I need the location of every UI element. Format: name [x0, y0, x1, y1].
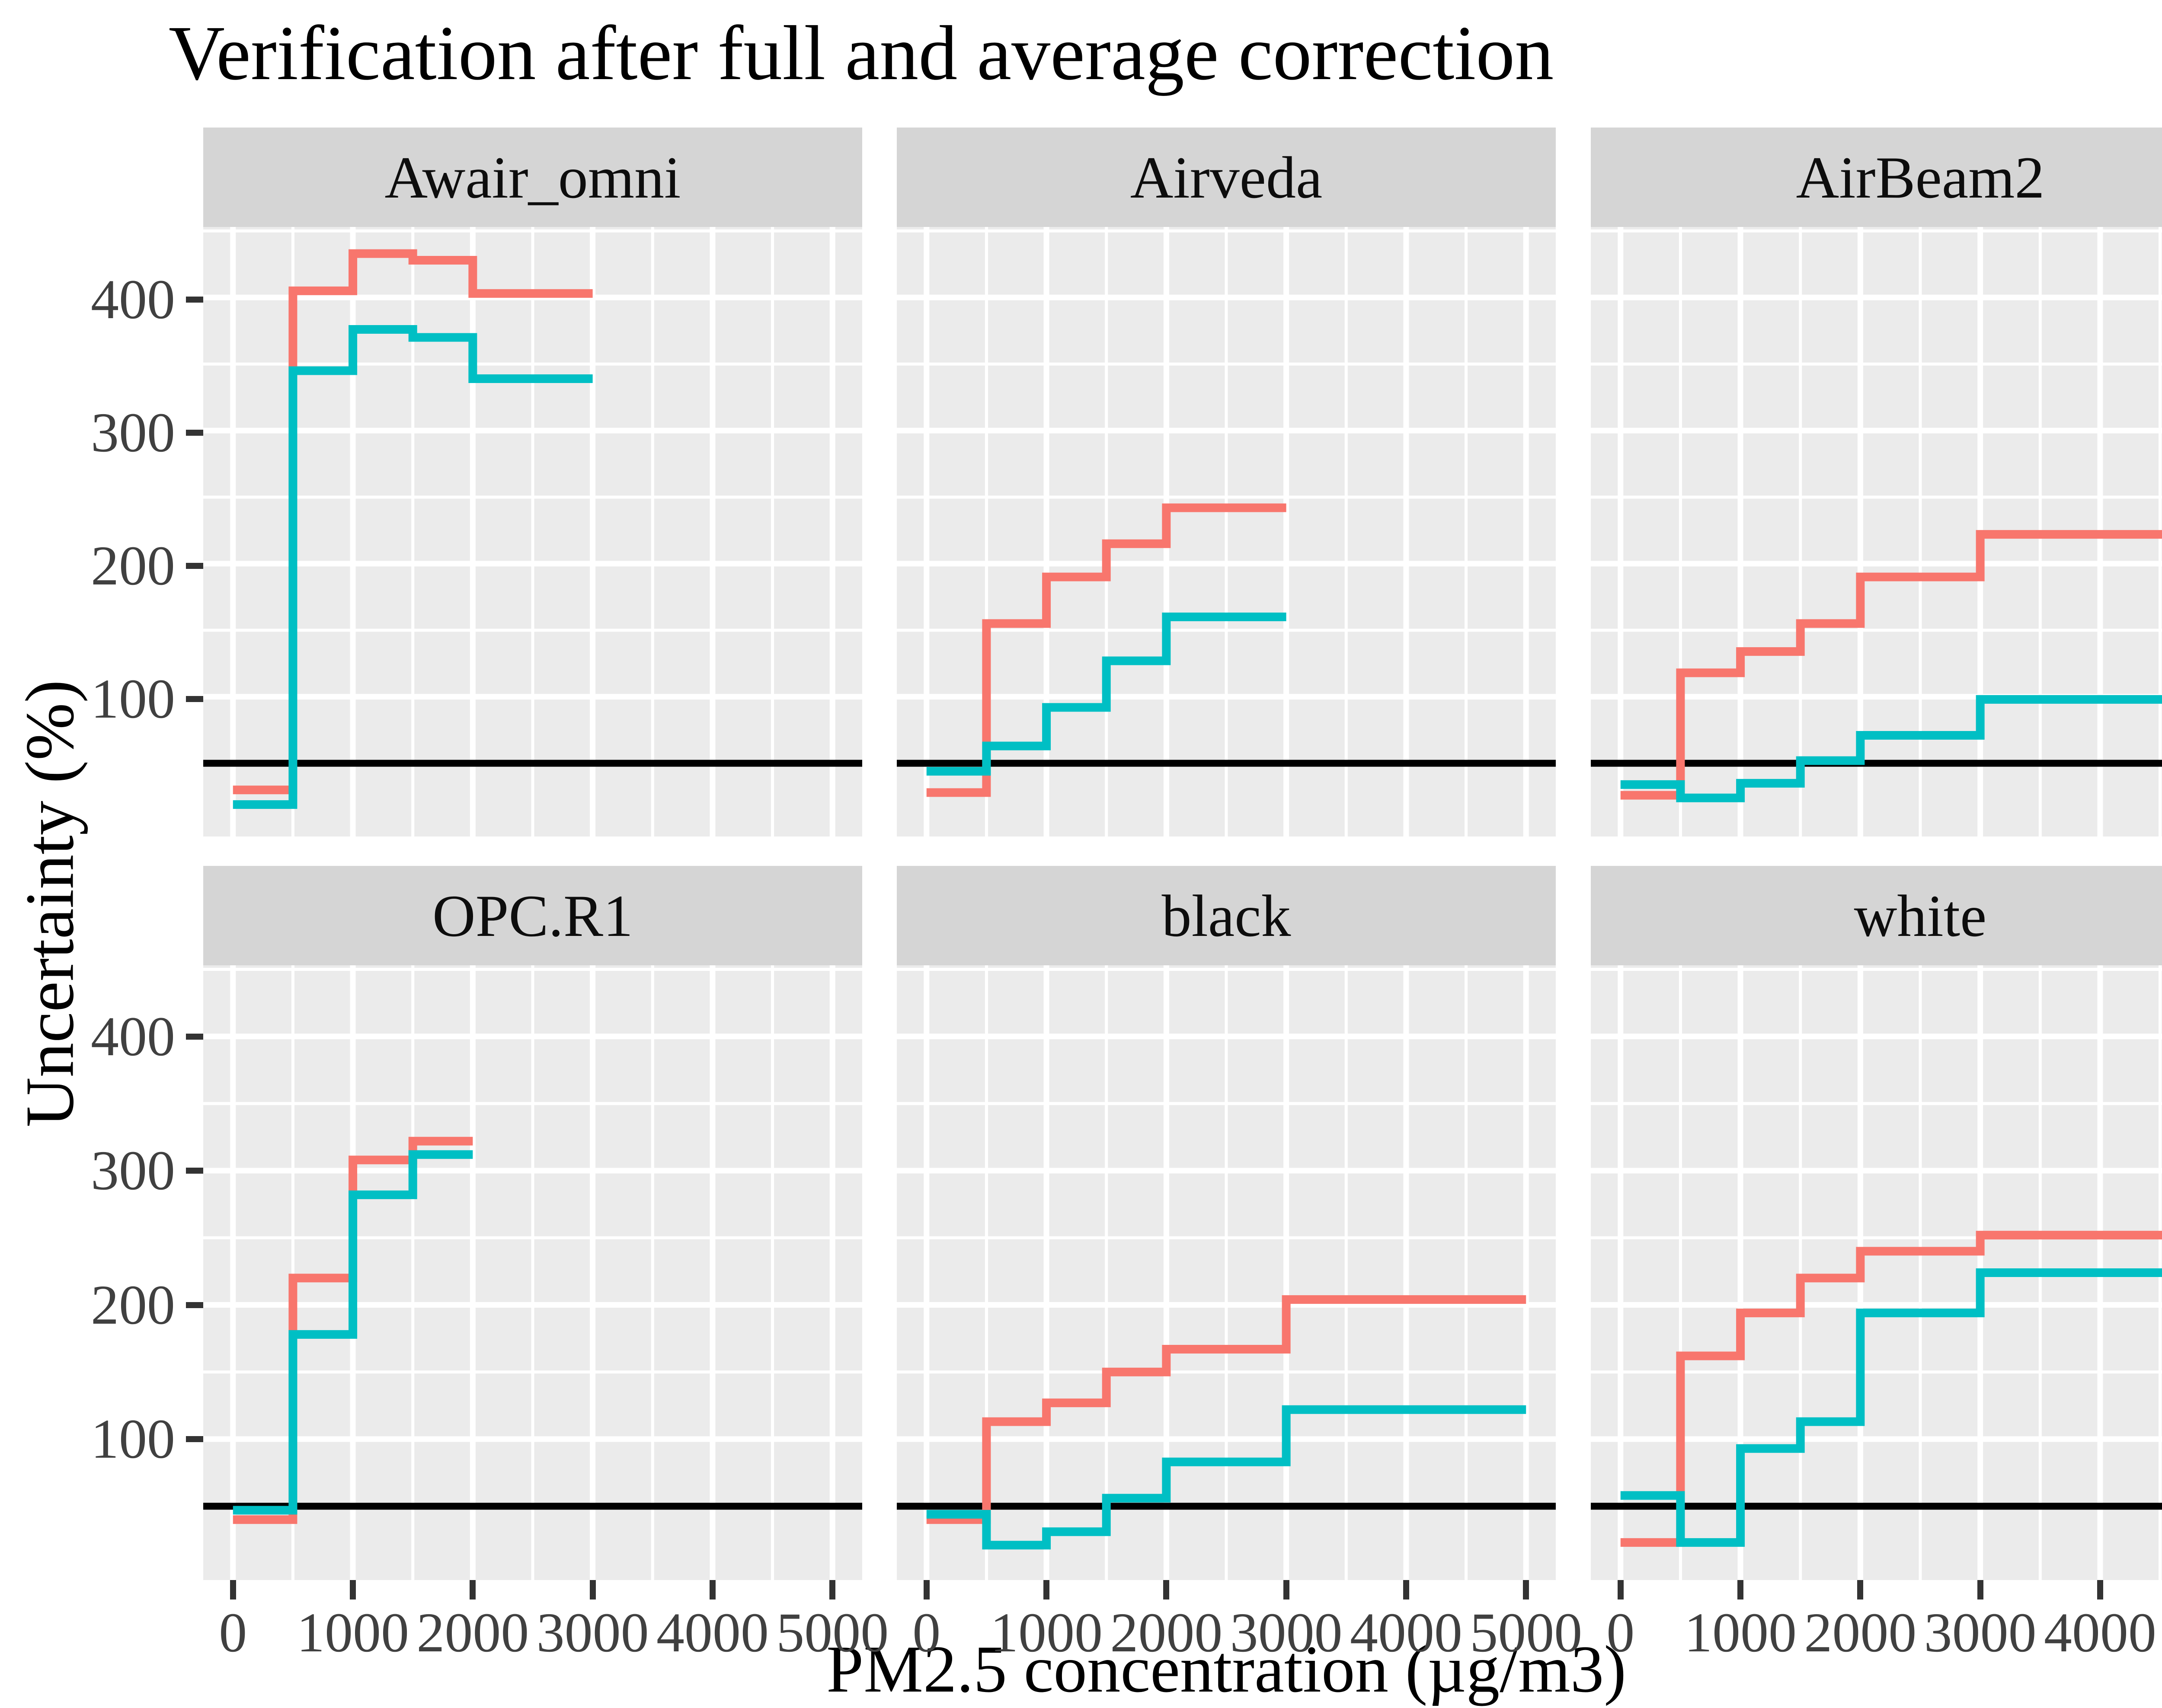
x-tick-label: 5000	[776, 1602, 889, 1664]
x-tick-mark	[1283, 1580, 1289, 1599]
panel-airveda: Airveda	[897, 128, 1556, 836]
x-tick-label: 5000	[2142, 1605, 2162, 1661]
x-tick-label: 0	[1606, 1602, 1635, 1664]
panel-black: black	[897, 866, 1556, 1580]
panel-strip-label: Awair_omni	[384, 144, 681, 211]
y-tick-label: 400	[91, 1005, 175, 1068]
x-tick-mark	[923, 1580, 930, 1599]
panel-strip-label: black	[1161, 882, 1291, 949]
x-tick-label: 2000	[1110, 1602, 1223, 1664]
x-tick-label: 3000	[536, 1602, 649, 1664]
x-tick-label: 3000	[1924, 1602, 2037, 1664]
average-step-line	[926, 503, 1286, 797]
x-tick-label: 0	[912, 1602, 941, 1664]
panel-strip: Airveda	[897, 128, 1556, 227]
x-tick-label: 4000	[1350, 1602, 1462, 1664]
x-axis-title: PM2.5 concentration (µg/m3)	[826, 1632, 1626, 1706]
y-tick-mark	[186, 1436, 203, 1442]
x-tick-mark	[1403, 1580, 1409, 1599]
chart-title: Verification after full and average corr…	[169, 10, 1554, 96]
y-tick-label: 300	[91, 1140, 175, 1202]
panel-awair-omni: Awair_omni	[203, 128, 862, 836]
x-tick-label: 0	[219, 1602, 247, 1664]
y-tick-label: 200	[91, 534, 175, 597]
panel-plot	[1591, 227, 2162, 836]
full-step-line	[1620, 695, 2162, 802]
y-tick-mark	[186, 1168, 203, 1174]
x-tick-mark	[589, 1580, 596, 1599]
x-tick-mark	[230, 1580, 236, 1599]
y-tick-mark	[186, 562, 203, 569]
x-tick-label: 4000	[656, 1602, 769, 1664]
x-tick-label: 2000	[1804, 1602, 1917, 1664]
x-tick-mark	[1523, 1580, 1529, 1599]
y-tick-mark	[186, 1302, 203, 1308]
y-tick-mark	[186, 696, 203, 702]
x-tick-label: 1000	[990, 1602, 1103, 1664]
x-tick-label: 3000	[1230, 1602, 1343, 1664]
panel-strip: black	[897, 866, 1556, 965]
y-tick-mark	[186, 297, 203, 303]
panel-opc-r1: OPC.R1	[203, 866, 862, 1580]
x-tick-mark	[350, 1580, 356, 1599]
panel-strip: OPC.R1	[203, 866, 862, 965]
x-tick-mark	[1617, 1580, 1624, 1599]
x-tick-label: 4000	[2044, 1602, 2156, 1664]
y-tick-label: 300	[91, 402, 175, 464]
panel-strip: white	[1591, 866, 2162, 965]
x-tick-mark	[1163, 1580, 1170, 1599]
full-step-line	[926, 613, 1286, 776]
panel-strip-label: OPC.R1	[432, 882, 633, 949]
average-step-line	[926, 1295, 1526, 1524]
panel-strip-label: white	[1854, 882, 1987, 949]
panel-strip-label: AirBeam2	[1796, 144, 2045, 211]
x-tick-label: 5000	[1470, 1602, 1583, 1664]
average-step-line	[1620, 530, 2162, 800]
panel-plot	[897, 227, 1556, 836]
panel-plot	[203, 965, 862, 1580]
panel-plot	[1591, 965, 2162, 1580]
panel-white: white	[1591, 866, 2162, 1580]
y-tick-label: 100	[91, 1408, 175, 1470]
y-tick-mark	[186, 430, 203, 436]
panel-airbeam2: AirBeam2	[1591, 128, 2162, 836]
x-tick-mark	[1977, 1580, 1983, 1599]
y-tick-label: 100	[91, 667, 175, 730]
full-step-line	[233, 1150, 473, 1515]
x-tick-mark	[470, 1580, 476, 1599]
x-tick-label: 1000	[1684, 1602, 1797, 1664]
y-tick-label: 200	[91, 1274, 175, 1336]
x-tick-mark	[829, 1580, 836, 1599]
x-tick-mark	[1043, 1580, 1050, 1599]
y-tick-label: 400	[91, 268, 175, 331]
x-tick-label: 1000	[297, 1602, 409, 1664]
panel-strip: Awair_omni	[203, 128, 862, 227]
panel-strip-label: Airveda	[1130, 144, 1323, 211]
panel-plot	[897, 965, 1556, 1580]
average-step-line	[1620, 1231, 2162, 1547]
panel-plot	[203, 227, 862, 836]
panel-strip: AirBeam2	[1591, 128, 2162, 227]
y-tick-mark	[186, 1033, 203, 1040]
full-step-line	[233, 325, 593, 809]
x-tick-mark	[1857, 1580, 1864, 1599]
x-tick-mark	[1737, 1580, 1744, 1599]
x-tick-label: 2000	[416, 1602, 529, 1664]
full-step-line	[1620, 1268, 2162, 1547]
x-tick-mark	[2097, 1580, 2103, 1599]
x-tick-mark	[709, 1580, 716, 1599]
full-step-line	[926, 1405, 1526, 1550]
